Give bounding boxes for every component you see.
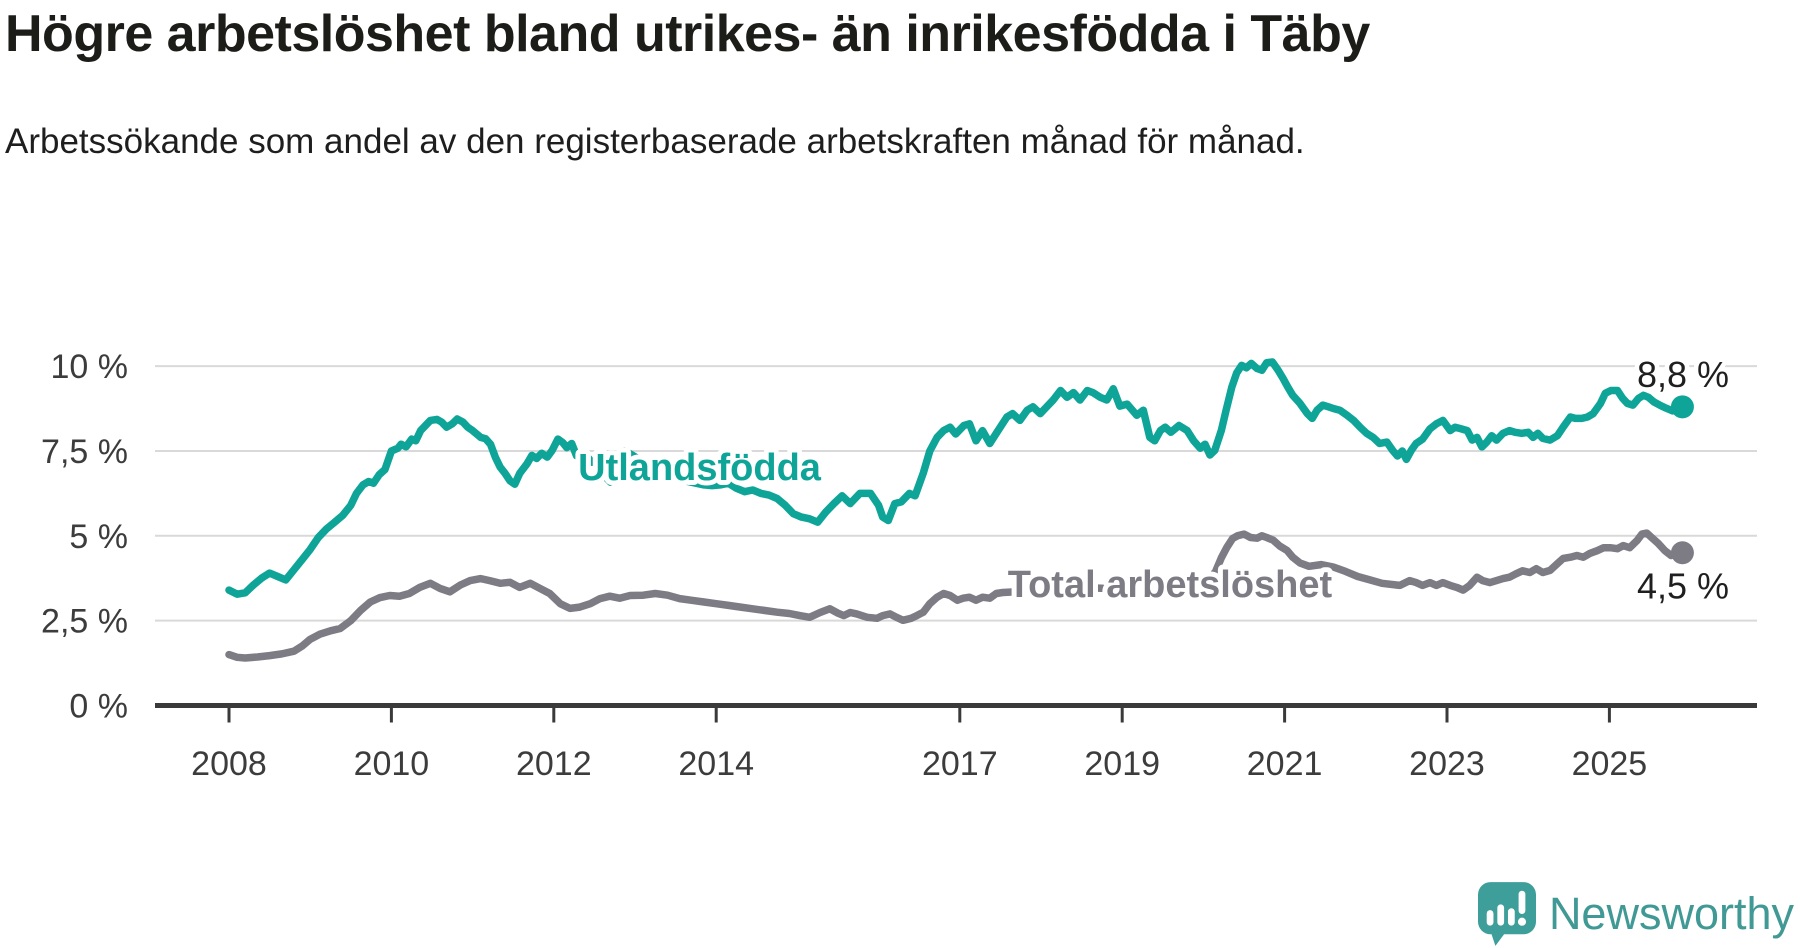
x-tick-label: 2008 — [191, 745, 267, 783]
series-label: Total arbetslöshet — [1008, 564, 1333, 606]
y-tick-label: 7,5 % — [41, 433, 128, 471]
series-end-dot — [1670, 395, 1694, 419]
x-tick-label: 2025 — [1572, 745, 1648, 783]
newsworthy-speech-bubble-chart-icon — [1477, 882, 1536, 946]
y-tick-label: 0 % — [69, 688, 128, 726]
newsworthy-logo: Newsworthy — [1477, 882, 1794, 946]
chart-subtitle: Arbetssökande som andel av den registerb… — [5, 122, 1305, 161]
x-axis: 2008 2010 2012 2014 2017 2019 2021 2023 2025 — [155, 703, 1757, 783]
gridlines: 10 % 7,5 % 5 % 2,5 % 0 % — [41, 348, 1757, 726]
series-label: Utlandsfödda — [578, 447, 822, 489]
y-tick-label: 2,5 % — [41, 603, 128, 641]
x-tick-label: 2017 — [922, 745, 998, 783]
y-tick-label: 10 % — [51, 348, 129, 386]
series-line-utlandsf-dda — [225, 358, 1683, 598]
end-annotations: 4,5 % 8,8 % — [1633, 350, 1734, 611]
series-end-value-label: 8,8 % — [1637, 354, 1729, 395]
chart-title: Högre arbetslöshet bland utrikes- än inr… — [5, 5, 1370, 63]
series-end-dot — [1670, 541, 1694, 565]
series-labels: Total arbetslöshet Utlandsfödda — [573, 442, 1337, 611]
newsworthy-wordmark: Newsworthy — [1548, 888, 1794, 939]
x-tick-label: 2023 — [1409, 745, 1485, 783]
series-end-value-label: 4,5 % — [1637, 566, 1729, 607]
y-tick-label: 5 % — [69, 518, 128, 556]
series-line-total-arbetsl-shet — [225, 529, 1683, 662]
x-tick-label: 2014 — [678, 745, 754, 783]
x-tick-label: 2010 — [354, 745, 430, 783]
x-tick-label: 2021 — [1247, 745, 1323, 783]
series-lines — [225, 358, 1683, 662]
x-tick-label: 2012 — [516, 745, 592, 783]
x-tick-label: 2019 — [1084, 745, 1160, 783]
